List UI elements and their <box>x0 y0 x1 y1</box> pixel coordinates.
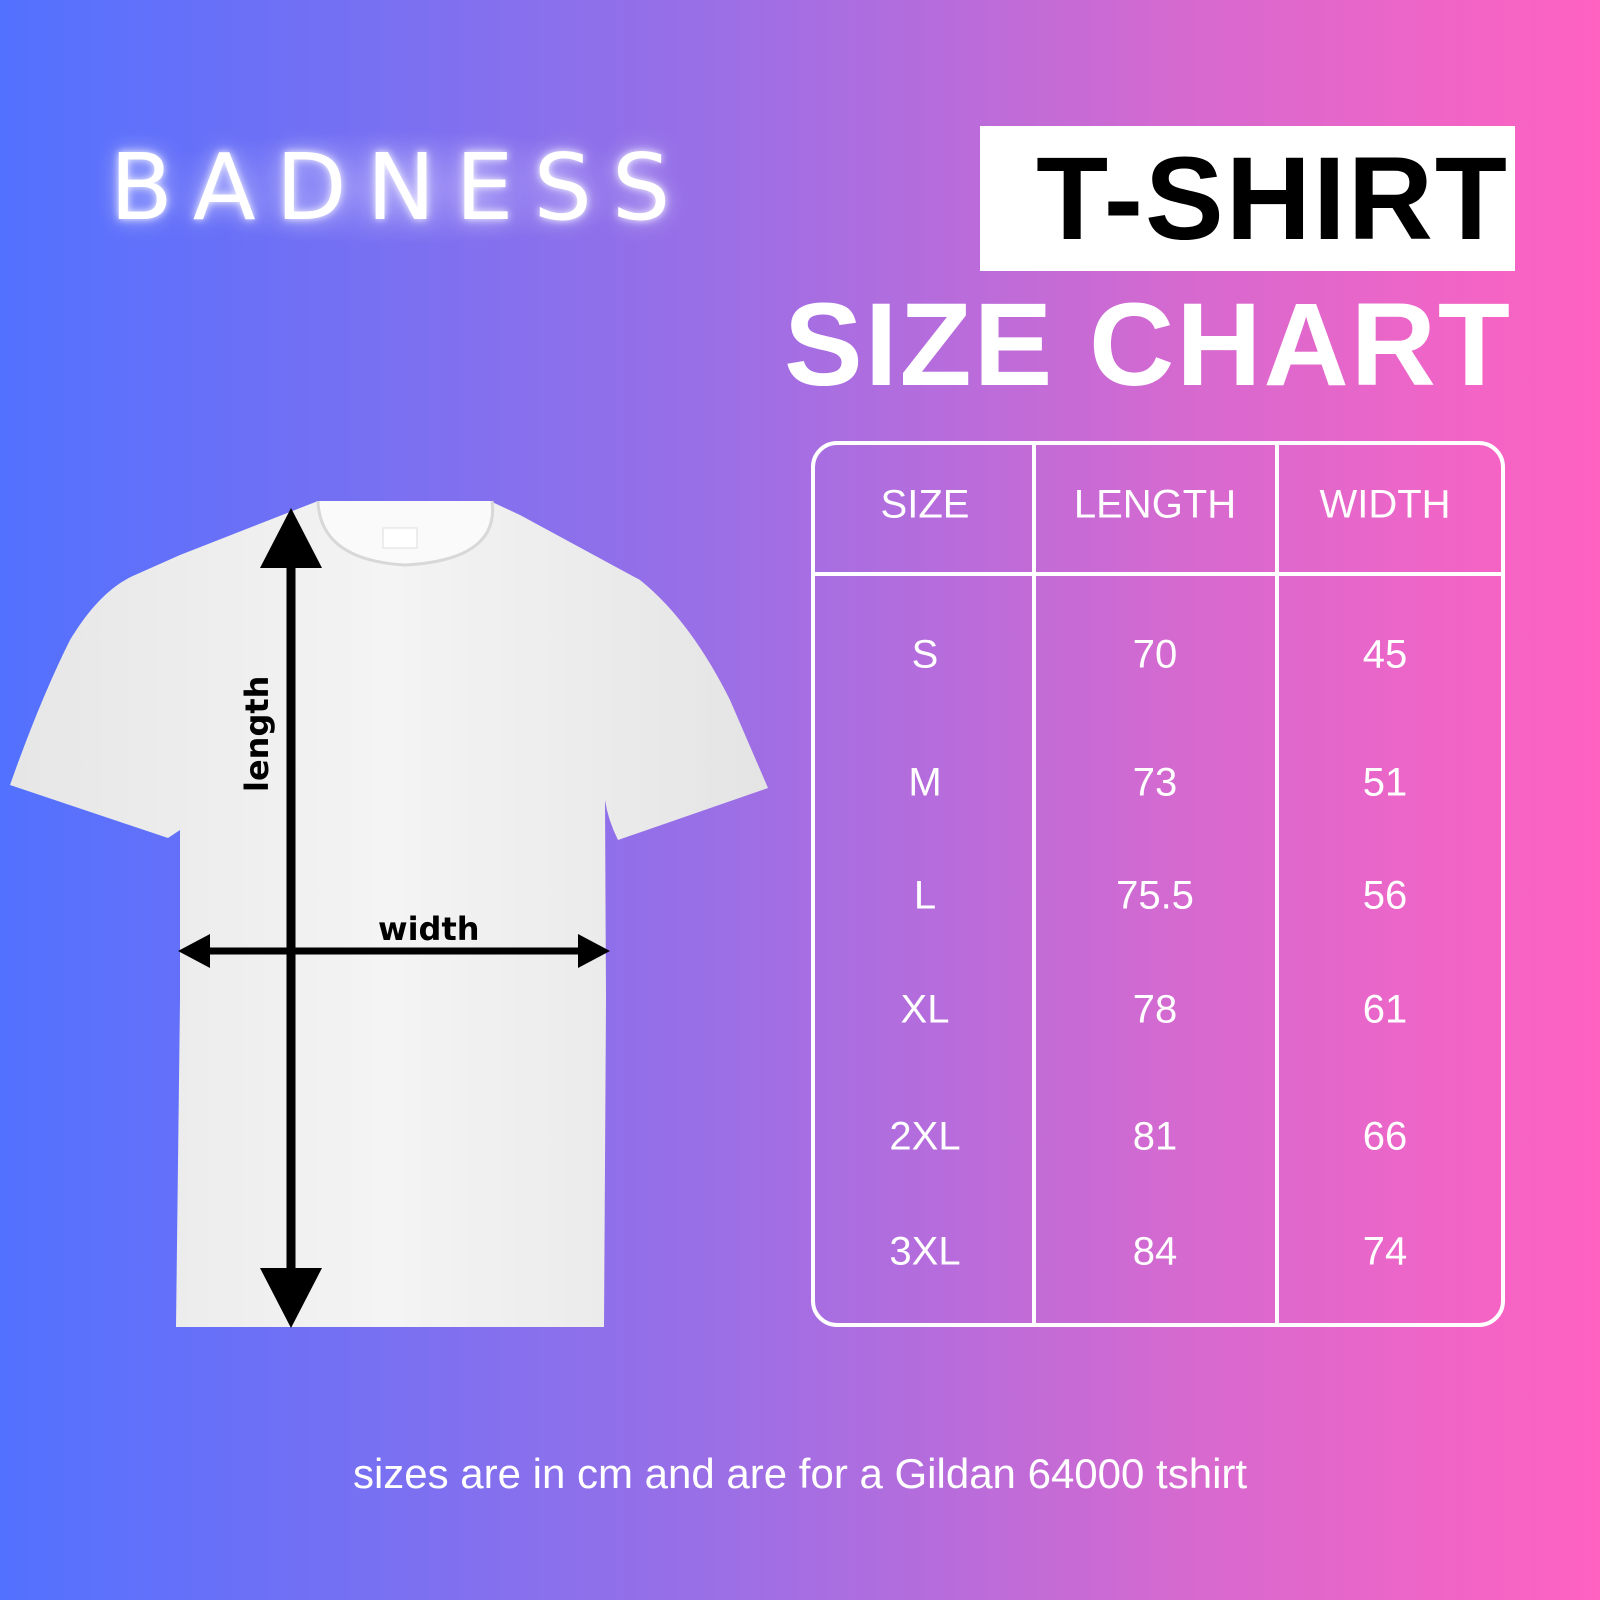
header-width: WIDTH <box>1319 482 1451 527</box>
length-cell: 73 <box>1132 760 1178 805</box>
title-size-chart: SIZE CHART <box>784 279 1512 411</box>
length-arrow <box>260 508 322 1328</box>
column-divider <box>1032 445 1036 1323</box>
brand-logo: BADNESS <box>110 130 670 245</box>
tshirt-image <box>10 501 768 1327</box>
width-cell: 66 <box>1362 1114 1408 1159</box>
header-divider <box>815 572 1501 576</box>
tshirt-tag <box>382 527 418 549</box>
width-cell: 61 <box>1362 987 1408 1032</box>
tshirt-diagram: length width <box>10 500 768 1328</box>
length-cell: 78 <box>1132 987 1178 1032</box>
width-cell: 45 <box>1362 632 1408 677</box>
width-cell: 74 <box>1362 1229 1408 1274</box>
length-cell: 75.5 <box>1116 873 1194 918</box>
width-cell: 56 <box>1362 873 1408 918</box>
size-cell: 2XL <box>889 1114 961 1159</box>
size-cell: S <box>911 632 939 677</box>
width-arrow <box>178 934 610 968</box>
length-cell: 81 <box>1132 1114 1178 1159</box>
footnote: sizes are in cm and are for a Gildan 640… <box>352 1450 1248 1497</box>
size-cell: 3XL <box>889 1229 961 1274</box>
length-cell: 70 <box>1132 632 1178 677</box>
size-cell: L <box>913 873 937 918</box>
size-cell: M <box>908 760 942 805</box>
column-divider <box>1275 445 1279 1323</box>
header-length: LENGTH <box>1073 482 1237 527</box>
width-label: width <box>378 910 480 948</box>
width-cell: 51 <box>1362 760 1408 805</box>
title-tshirt: T-SHIRT <box>980 126 1515 271</box>
header-size: SIZE <box>880 482 970 527</box>
length-label: length <box>238 676 276 792</box>
length-cell: 84 <box>1132 1229 1178 1274</box>
size-table: SIZE LENGTH WIDTH S 70 45 M 73 51 L 75.5 56 XL 78 61 2X… <box>811 441 1505 1327</box>
size-cell: XL <box>900 987 950 1032</box>
